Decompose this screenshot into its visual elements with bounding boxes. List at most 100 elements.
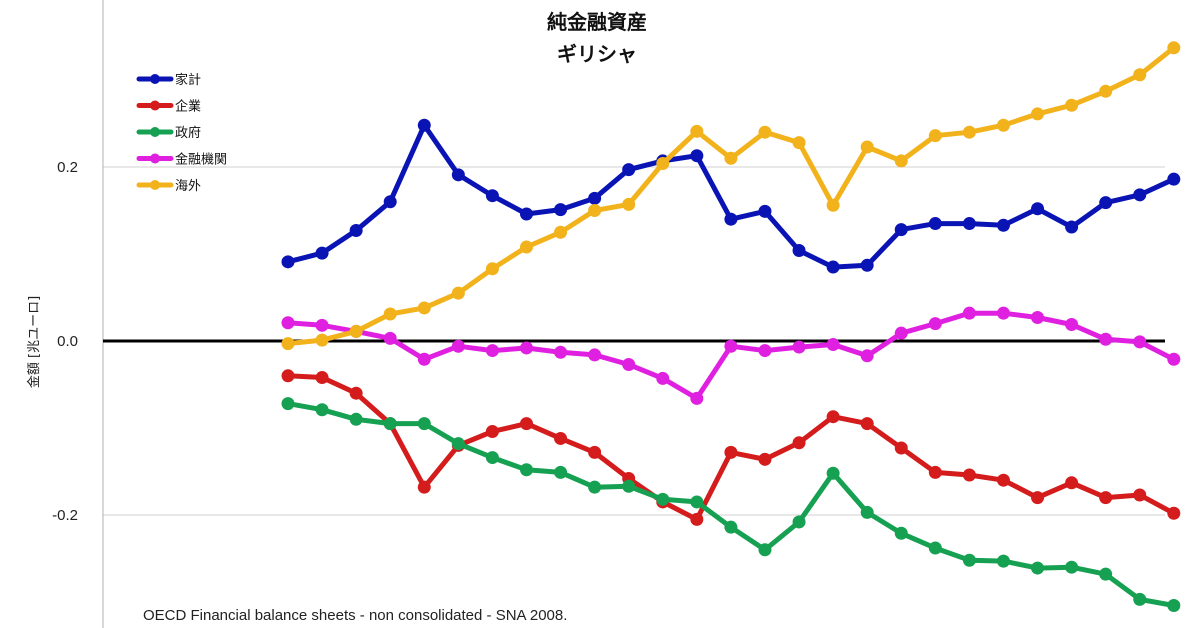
legend-label: 金融機関 <box>175 152 227 168</box>
data-point <box>383 331 397 345</box>
data-point <box>1065 560 1079 574</box>
data-point <box>315 333 329 347</box>
legend-item: 海外 <box>136 179 201 194</box>
data-point <box>1099 332 1113 346</box>
data-point <box>724 212 738 226</box>
data-point <box>894 526 908 540</box>
data-point <box>1167 598 1181 612</box>
data-point <box>622 479 636 493</box>
data-point <box>792 340 806 354</box>
series-1 <box>281 369 1181 526</box>
data-point <box>588 480 602 494</box>
data-point <box>588 348 602 362</box>
data-point <box>860 417 874 431</box>
data-point <box>485 451 499 465</box>
data-point <box>826 337 840 351</box>
data-point <box>349 224 363 238</box>
legend-item: 企業 <box>136 99 201 115</box>
data-point <box>690 149 704 163</box>
data-point <box>554 203 568 217</box>
data-point <box>281 255 295 269</box>
data-point <box>928 465 942 479</box>
legend-swatch-marker <box>150 127 160 137</box>
data-point <box>928 129 942 143</box>
series-group <box>281 41 1181 612</box>
data-point <box>315 318 329 332</box>
data-point <box>860 258 874 272</box>
data-point <box>519 463 533 477</box>
data-point <box>656 492 670 506</box>
series-3 <box>281 306 1181 405</box>
y-axis-label: 金額 [兆ユーロ] <box>26 296 42 388</box>
legend-swatch-marker <box>150 153 160 164</box>
chart-subtitle: ギリシャ <box>557 42 637 66</box>
data-point <box>1133 68 1147 82</box>
data-point <box>792 436 806 450</box>
data-point <box>554 345 568 359</box>
legend-label: 企業 <box>175 99 201 115</box>
data-point <box>1099 491 1113 505</box>
data-point <box>1031 202 1045 216</box>
data-point <box>622 357 636 371</box>
series-line <box>285 401 1177 608</box>
data-point <box>1065 98 1079 112</box>
data-point <box>281 337 295 351</box>
data-point <box>656 157 670 171</box>
data-point <box>451 286 465 300</box>
data-point <box>724 445 738 459</box>
legend-swatch-marker <box>150 74 160 84</box>
data-point <box>758 344 772 358</box>
data-point <box>792 136 806 150</box>
data-point <box>1133 335 1147 349</box>
data-point <box>349 386 363 400</box>
data-point <box>622 163 636 177</box>
y-tick-label: 0.2 <box>57 159 78 176</box>
series-0 <box>281 118 1181 274</box>
data-point <box>928 317 942 331</box>
data-point <box>1099 196 1113 210</box>
data-point <box>826 260 840 274</box>
data-point <box>826 466 840 480</box>
data-point <box>588 204 602 217</box>
data-point <box>894 154 908 168</box>
data-point <box>758 543 772 557</box>
data-point <box>485 262 499 276</box>
data-point <box>1167 352 1181 366</box>
data-point <box>485 344 499 358</box>
data-point <box>1031 107 1045 121</box>
legend-label: 家計 <box>175 72 201 88</box>
data-point <box>349 412 363 426</box>
series-4 <box>281 41 1181 351</box>
series-line <box>285 122 1177 270</box>
data-point <box>996 306 1010 320</box>
data-point <box>485 424 499 438</box>
data-point <box>758 204 772 218</box>
data-point <box>451 339 465 353</box>
data-point <box>554 465 568 479</box>
data-point <box>962 217 976 231</box>
data-point <box>758 125 772 139</box>
data-point <box>1065 476 1079 490</box>
data-point <box>724 520 738 534</box>
data-point <box>928 217 942 231</box>
data-point <box>622 197 636 211</box>
data-point <box>519 207 533 221</box>
legend-swatch-marker <box>150 180 160 190</box>
legend-swatch-marker <box>150 100 160 111</box>
data-point <box>315 246 329 260</box>
data-point <box>485 189 499 203</box>
data-point <box>894 441 908 455</box>
data-point <box>1065 317 1079 331</box>
data-point <box>315 403 329 417</box>
y-tick-label: -0.2 <box>52 507 78 524</box>
data-point <box>962 306 976 320</box>
data-point <box>417 301 431 315</box>
data-point <box>894 223 908 237</box>
data-point <box>690 124 704 138</box>
data-point <box>690 495 704 509</box>
data-point <box>690 391 704 405</box>
data-point <box>1031 491 1045 505</box>
data-point <box>792 515 806 529</box>
data-point <box>417 118 431 132</box>
data-point <box>1167 506 1181 520</box>
